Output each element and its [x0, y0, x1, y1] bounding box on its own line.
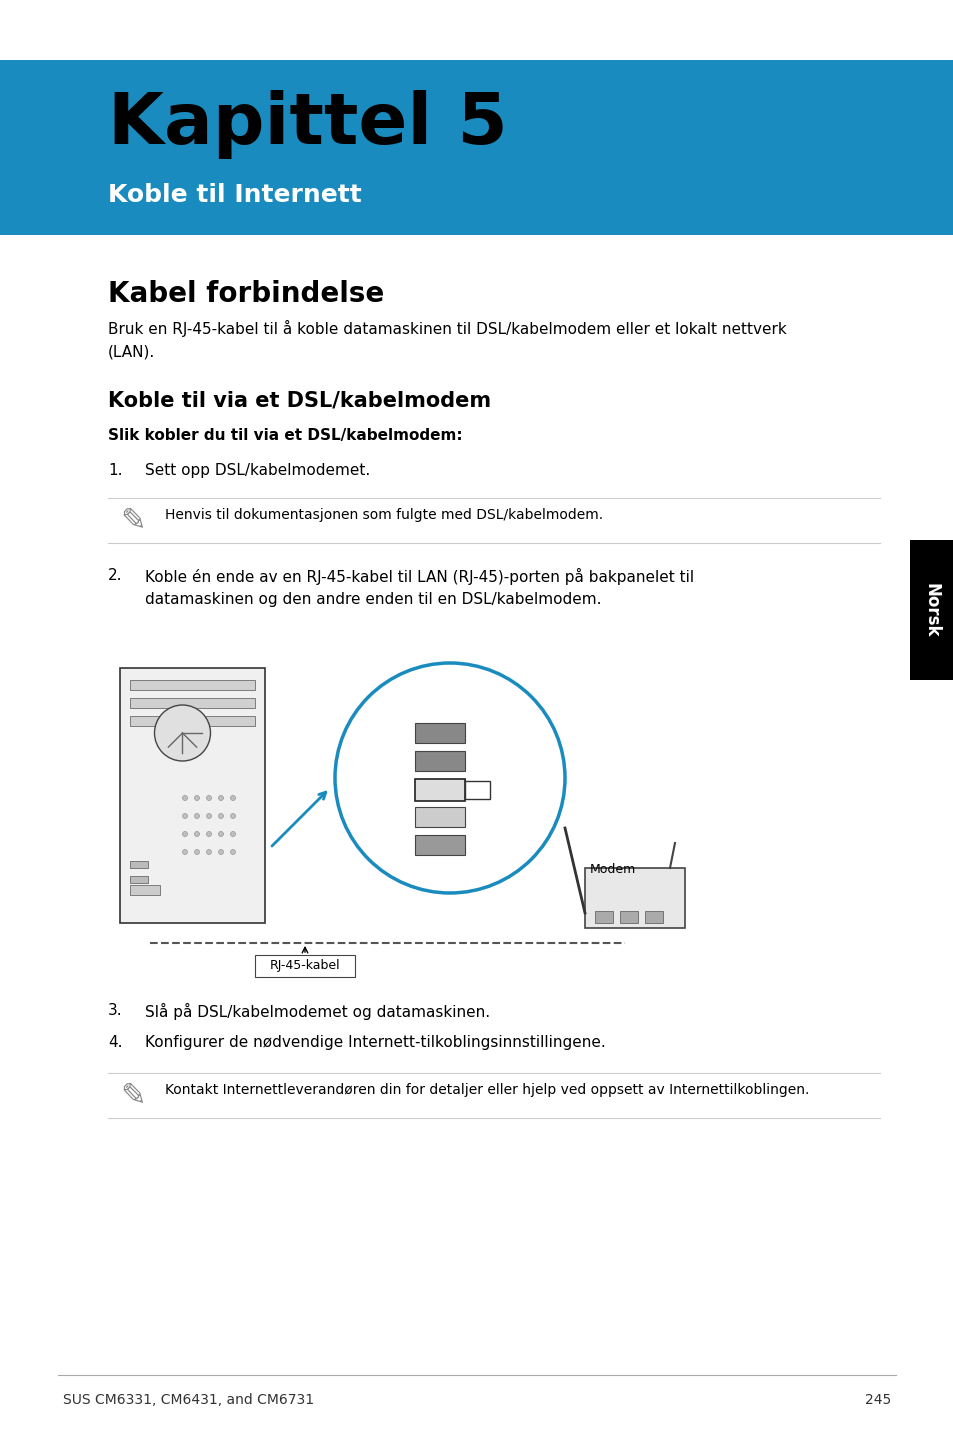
Bar: [595, 912, 613, 923]
Bar: [130, 884, 160, 894]
Circle shape: [206, 831, 212, 837]
Circle shape: [335, 663, 564, 893]
Bar: [254, 955, 355, 976]
Circle shape: [218, 850, 223, 854]
Bar: [644, 912, 662, 923]
Circle shape: [182, 850, 188, 854]
Circle shape: [231, 814, 235, 818]
Text: 4.: 4.: [108, 1035, 122, 1050]
Text: ✎: ✎: [120, 506, 146, 535]
Circle shape: [206, 850, 212, 854]
Circle shape: [218, 795, 223, 801]
Text: Sett opp DSL/kabelmodemet.: Sett opp DSL/kabelmodemet.: [145, 463, 370, 477]
Text: 2.: 2.: [108, 568, 122, 582]
Text: Bruk en RJ-45-kabel til å koble datamaskinen til DSL/kabelmodem eller et lokalt : Bruk en RJ-45-kabel til å koble datamask…: [108, 321, 786, 360]
Bar: [130, 861, 148, 869]
Circle shape: [206, 795, 212, 801]
Circle shape: [231, 850, 235, 854]
Bar: [415, 807, 464, 827]
Text: Konfigurer de nødvendige Internett-tilkoblingsinnstillingene.: Konfigurer de nødvendige Internett-tilko…: [145, 1035, 605, 1050]
FancyArrowPatch shape: [272, 792, 326, 846]
Text: Kabel forbindelse: Kabel forbindelse: [108, 280, 384, 308]
Bar: [464, 781, 490, 800]
Text: Kontakt Internettleverandøren din for detaljer eller hjelp ved oppsett av Intern: Kontakt Internettleverandøren din for de…: [165, 1083, 808, 1097]
FancyBboxPatch shape: [0, 60, 953, 234]
Circle shape: [218, 814, 223, 818]
Text: Koble til via et DSL/kabelmodem: Koble til via et DSL/kabelmodem: [108, 390, 491, 410]
Text: Norsk: Norsk: [923, 582, 940, 637]
Circle shape: [231, 795, 235, 801]
Bar: [584, 869, 684, 928]
Text: SUS CM6331, CM6431, and CM6731: SUS CM6331, CM6431, and CM6731: [63, 1393, 314, 1406]
Bar: [415, 779, 464, 800]
Bar: [130, 876, 148, 883]
Bar: [130, 716, 254, 726]
Text: 3.: 3.: [108, 1002, 123, 1018]
FancyBboxPatch shape: [0, 175, 953, 216]
Circle shape: [194, 831, 199, 837]
Text: RJ-45-kabel: RJ-45-kabel: [270, 959, 340, 972]
Circle shape: [218, 831, 223, 837]
Text: Slik kobler du til via et DSL/kabelmodem:: Slik kobler du til via et DSL/kabelmodem…: [108, 429, 462, 443]
Circle shape: [154, 705, 211, 761]
Text: Henvis til dokumentasjonen som fulgte med DSL/kabelmodem.: Henvis til dokumentasjonen som fulgte me…: [165, 508, 602, 522]
Circle shape: [182, 795, 188, 801]
Text: Modem: Modem: [589, 863, 636, 876]
Circle shape: [194, 795, 199, 801]
Bar: [415, 779, 464, 801]
Circle shape: [194, 850, 199, 854]
Text: 1.: 1.: [108, 463, 122, 477]
Polygon shape: [120, 669, 265, 923]
Bar: [415, 835, 464, 856]
Circle shape: [182, 831, 188, 837]
Text: 245: 245: [863, 1393, 890, 1406]
Text: Kapittel 5: Kapittel 5: [108, 91, 507, 160]
Text: ✎: ✎: [120, 1081, 146, 1110]
Bar: [130, 697, 254, 707]
Circle shape: [231, 831, 235, 837]
Circle shape: [194, 814, 199, 818]
Bar: [415, 723, 464, 743]
Circle shape: [182, 814, 188, 818]
Circle shape: [206, 814, 212, 818]
Text: Koble én ende av en RJ-45-kabel til LAN (RJ-45)-porten på bakpanelet til
datamas: Koble én ende av en RJ-45-kabel til LAN …: [145, 568, 694, 607]
Bar: [415, 751, 464, 771]
Text: Slå på DSL/kabelmodemet og datamaskinen.: Slå på DSL/kabelmodemet og datamaskinen.: [145, 1002, 490, 1020]
Bar: [130, 680, 254, 690]
Bar: [909, 541, 953, 680]
Text: Koble til Internett: Koble til Internett: [108, 183, 361, 207]
Bar: [619, 912, 638, 923]
